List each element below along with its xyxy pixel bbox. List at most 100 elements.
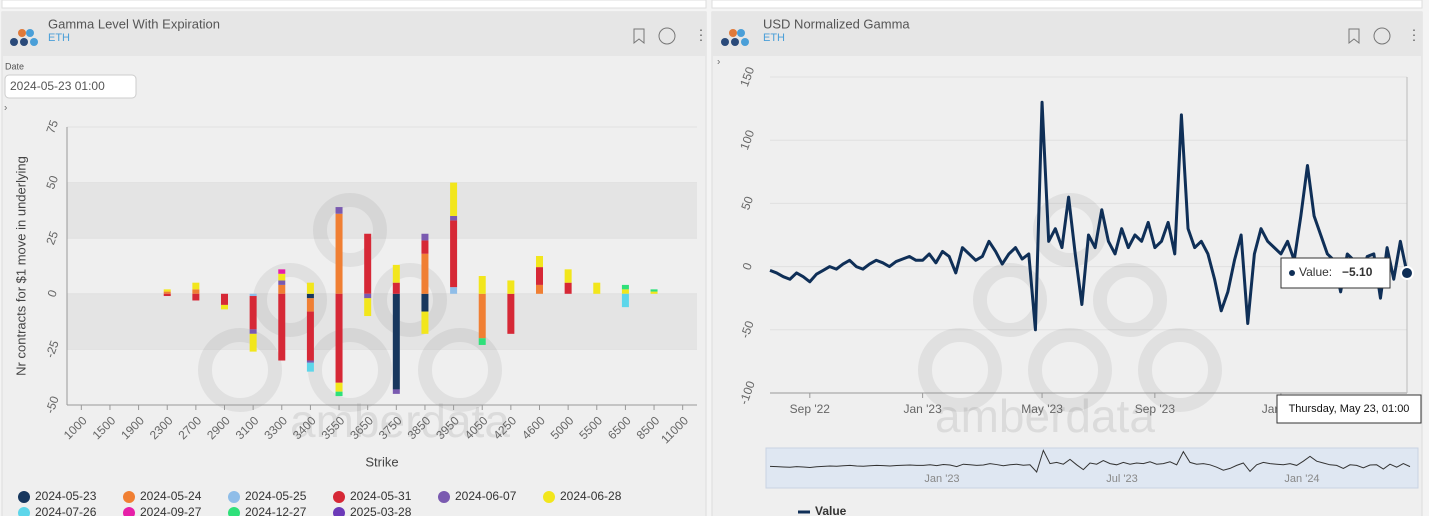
watermark-ring: [918, 328, 1002, 412]
legend-label[interactable]: 2024-12-27: [245, 505, 307, 516]
tooltip-dot: [1289, 270, 1295, 276]
tooltip: [1280, 257, 1391, 289]
info-icon[interactable]: [658, 27, 676, 45]
panel-header: [712, 12, 1422, 56]
bar-segment: [421, 233, 429, 241]
bookmark-icon[interactable]: [1348, 28, 1360, 45]
bar-segment: [306, 282, 314, 294]
panel-title: USD Normalized Gamma: [763, 16, 910, 31]
x-tick-label: Sep '22: [790, 402, 831, 416]
bar-segment: [621, 293, 629, 308]
menu-icon[interactable]: ⋮: [694, 27, 708, 43]
menu-icon[interactable]: ⋮: [1407, 27, 1421, 43]
y-tick-label: -50: [738, 319, 757, 340]
legend-label[interactable]: Value: [815, 504, 847, 516]
y-tick-label: 25: [43, 229, 61, 247]
legend-label[interactable]: 2024-05-24: [140, 489, 202, 503]
legend-label[interactable]: 2024-05-31: [350, 489, 412, 503]
bar-segment: [536, 255, 543, 268]
info-icon[interactable]: [1373, 27, 1391, 45]
bar-segment: [450, 287, 458, 294]
y-tick-label: 0: [740, 260, 756, 271]
bar-segment: [564, 269, 572, 283]
bar-segment: [192, 282, 200, 290]
y-tick-label: -25: [43, 338, 62, 359]
legend-label[interactable]: 2024-05-23: [35, 489, 97, 503]
panel-header: [2, 12, 706, 56]
bar-segment: [249, 296, 257, 330]
bar-segment: [278, 280, 286, 285]
x-axis-title: Strike: [365, 454, 398, 469]
bar-segment: [392, 282, 400, 294]
bar-segment: [278, 273, 286, 281]
legend-label[interactable]: 2024-07-26: [35, 505, 97, 516]
legend-label[interactable]: 2024-05-25: [245, 489, 307, 503]
bar-segment: [450, 182, 458, 216]
left-panel: Gamma Level With Expiration ETH ⋮ Date 2…: [1, 11, 708, 516]
bar-segment: [163, 291, 171, 294]
watermark: amberdata: [290, 395, 510, 447]
bar-segment: [621, 289, 629, 294]
legend-label[interactable]: 2025-03-28: [350, 505, 412, 516]
bar-segment: [306, 293, 314, 299]
legend-swatch: [123, 491, 135, 503]
bar-segment: [163, 289, 171, 292]
bar-segment: [450, 215, 458, 221]
bar-segment: [392, 264, 400, 283]
bar-segment: [249, 333, 257, 352]
date-input[interactable]: [4, 74, 137, 99]
bar-segment: [163, 293, 171, 297]
y-tick-label: 100: [737, 128, 757, 152]
hover-point: [1400, 266, 1414, 281]
bar-segment: [306, 311, 314, 361]
navigator-tick-label: Jul '23: [1106, 473, 1137, 485]
legend-swatch: [228, 507, 240, 516]
bar-segment: [392, 293, 400, 390]
watermark-ring: [973, 263, 1047, 337]
watermark-ring: [1138, 328, 1222, 412]
expand-arrow[interactable]: ›: [717, 57, 720, 68]
bar-segment: [421, 240, 429, 254]
date-input-value: 2024-05-23 01:00: [10, 79, 105, 93]
bar-segment: [450, 220, 458, 288]
bar-segment: [478, 338, 486, 345]
expand-arrow[interactable]: ›: [4, 103, 7, 114]
bar-segment: [507, 293, 515, 334]
date-tooltip-label: Thursday, May 23, 01:00: [1289, 403, 1410, 415]
bar-segment: [335, 207, 343, 214]
x-tick-label: Jan '23: [903, 402, 942, 416]
bar-segment: [364, 298, 372, 317]
legend-label[interactable]: 2024-09-27: [140, 505, 202, 516]
bar-segment: [306, 298, 314, 312]
bar-segment: [593, 282, 601, 294]
y-axis-title: Nr contracts for $1 move in underlying: [13, 156, 28, 376]
bar-segment: [421, 293, 429, 312]
watermark: amberdata: [935, 390, 1155, 442]
legend-swatch: [543, 491, 555, 503]
legend-swatch: [438, 491, 450, 503]
bar-segment: [278, 284, 286, 294]
bar-segment: [278, 293, 286, 361]
bar-segment: [507, 280, 515, 294]
navigator[interactable]: [765, 447, 1419, 489]
y-tick-label: 75: [43, 118, 61, 136]
bar-segment: [192, 289, 200, 294]
legend-label[interactable]: 2024-06-07: [455, 489, 517, 503]
logo: [721, 29, 749, 46]
legend-swatch: [18, 507, 30, 516]
previous-panel-edge: [1, 0, 707, 9]
bookmark-icon[interactable]: [633, 28, 645, 45]
watermark-ring: [1093, 263, 1167, 337]
legend-label[interactable]: 2024-06-28: [560, 489, 622, 503]
bar-segment: [221, 304, 228, 310]
bar-segment: [192, 293, 200, 301]
watermark-ring: [373, 263, 447, 337]
navigator-line: [769, 449, 1411, 473]
bar-segment: [478, 293, 486, 339]
bar-segment: [278, 269, 286, 274]
bar-segment: [564, 282, 572, 294]
legend-swatch: [18, 491, 30, 503]
y-tick-label: 150: [737, 65, 757, 89]
bar-segment: [364, 233, 372, 294]
y-tick-label: -50: [43, 394, 62, 415]
